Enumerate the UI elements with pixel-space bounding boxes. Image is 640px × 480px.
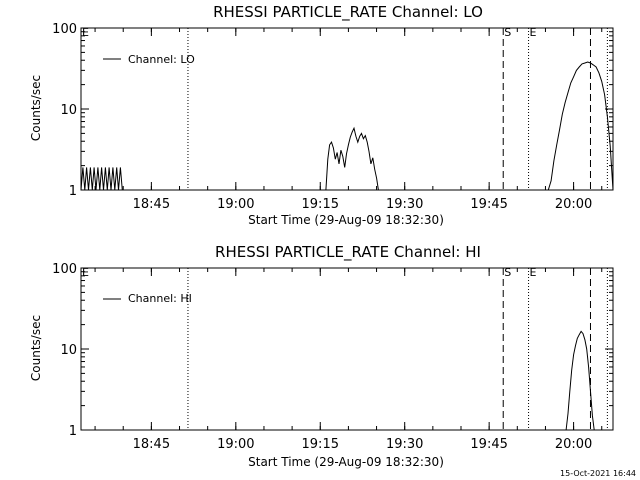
y-tick-label: 100	[52, 262, 77, 277]
panel-lo: RHESSI PARTICLE_RATE Channel: LO Start T…	[29, 3, 483, 227]
y-tick-label: 10	[60, 343, 77, 358]
y-tick-label: 100	[52, 22, 77, 37]
legend-label: Channel: HI	[128, 292, 192, 305]
x-axis-label: Start Time (29-Aug-09 18:32:30)	[248, 455, 444, 469]
y-tick-label: 1	[69, 184, 77, 199]
y-axis-label: Counts/sec	[29, 315, 43, 381]
x-tick-label: 19:45	[470, 437, 507, 452]
series-line	[80, 61, 614, 191]
panel-hi: RHESSI PARTICLE_RATE Channel: HI Start T…	[29, 243, 481, 469]
event-marker-label: S	[504, 26, 511, 39]
x-tick-label: 19:30	[386, 437, 423, 452]
event-marker-label: E	[530, 26, 537, 39]
x-tick-label: 20:00	[555, 437, 592, 452]
x-axis-label: Start Time (29-Aug-09 18:32:30)	[248, 213, 444, 227]
event-marker-label: E	[530, 266, 537, 279]
x-tick-label: 20:00	[555, 197, 592, 212]
x-tick-label: 19:00	[217, 437, 254, 452]
x-tick-label: 19:30	[386, 197, 423, 212]
legend-label: Channel: LO	[128, 53, 195, 66]
x-tick-label: 18:45	[133, 197, 170, 212]
x-tick-label: 19:15	[302, 197, 339, 212]
chart-panel-2: 18:45 19:00 19:15 19:30 19:45 20:00 1 10 100 E S E	[52, 262, 614, 452]
x-tick-label: 18:45	[133, 437, 170, 452]
y-tick-label: 10	[60, 103, 77, 118]
event-marker-label: E	[82, 266, 89, 279]
x-tick-label: 19:00	[217, 197, 254, 212]
y-axis-label: Counts/sec	[29, 75, 43, 141]
event-marker-label: S	[504, 266, 511, 279]
chart-panel-1: 18:45 19:00 19:15 19:30 19:45 20:00 1 10 100 E S E	[52, 22, 614, 212]
footer-timestamp: 15-Oct-2021 16:44	[560, 469, 636, 478]
series-line	[565, 330, 595, 431]
chart-title: RHESSI PARTICLE_RATE Channel: HI	[215, 243, 481, 262]
x-tick-label: 19:15	[302, 437, 339, 452]
chart-title: RHESSI PARTICLE_RATE Channel: LO	[213, 3, 483, 22]
y-tick-label: 1	[69, 424, 77, 439]
x-tick-label: 19:45	[470, 197, 507, 212]
event-marker-label: E	[82, 26, 89, 39]
